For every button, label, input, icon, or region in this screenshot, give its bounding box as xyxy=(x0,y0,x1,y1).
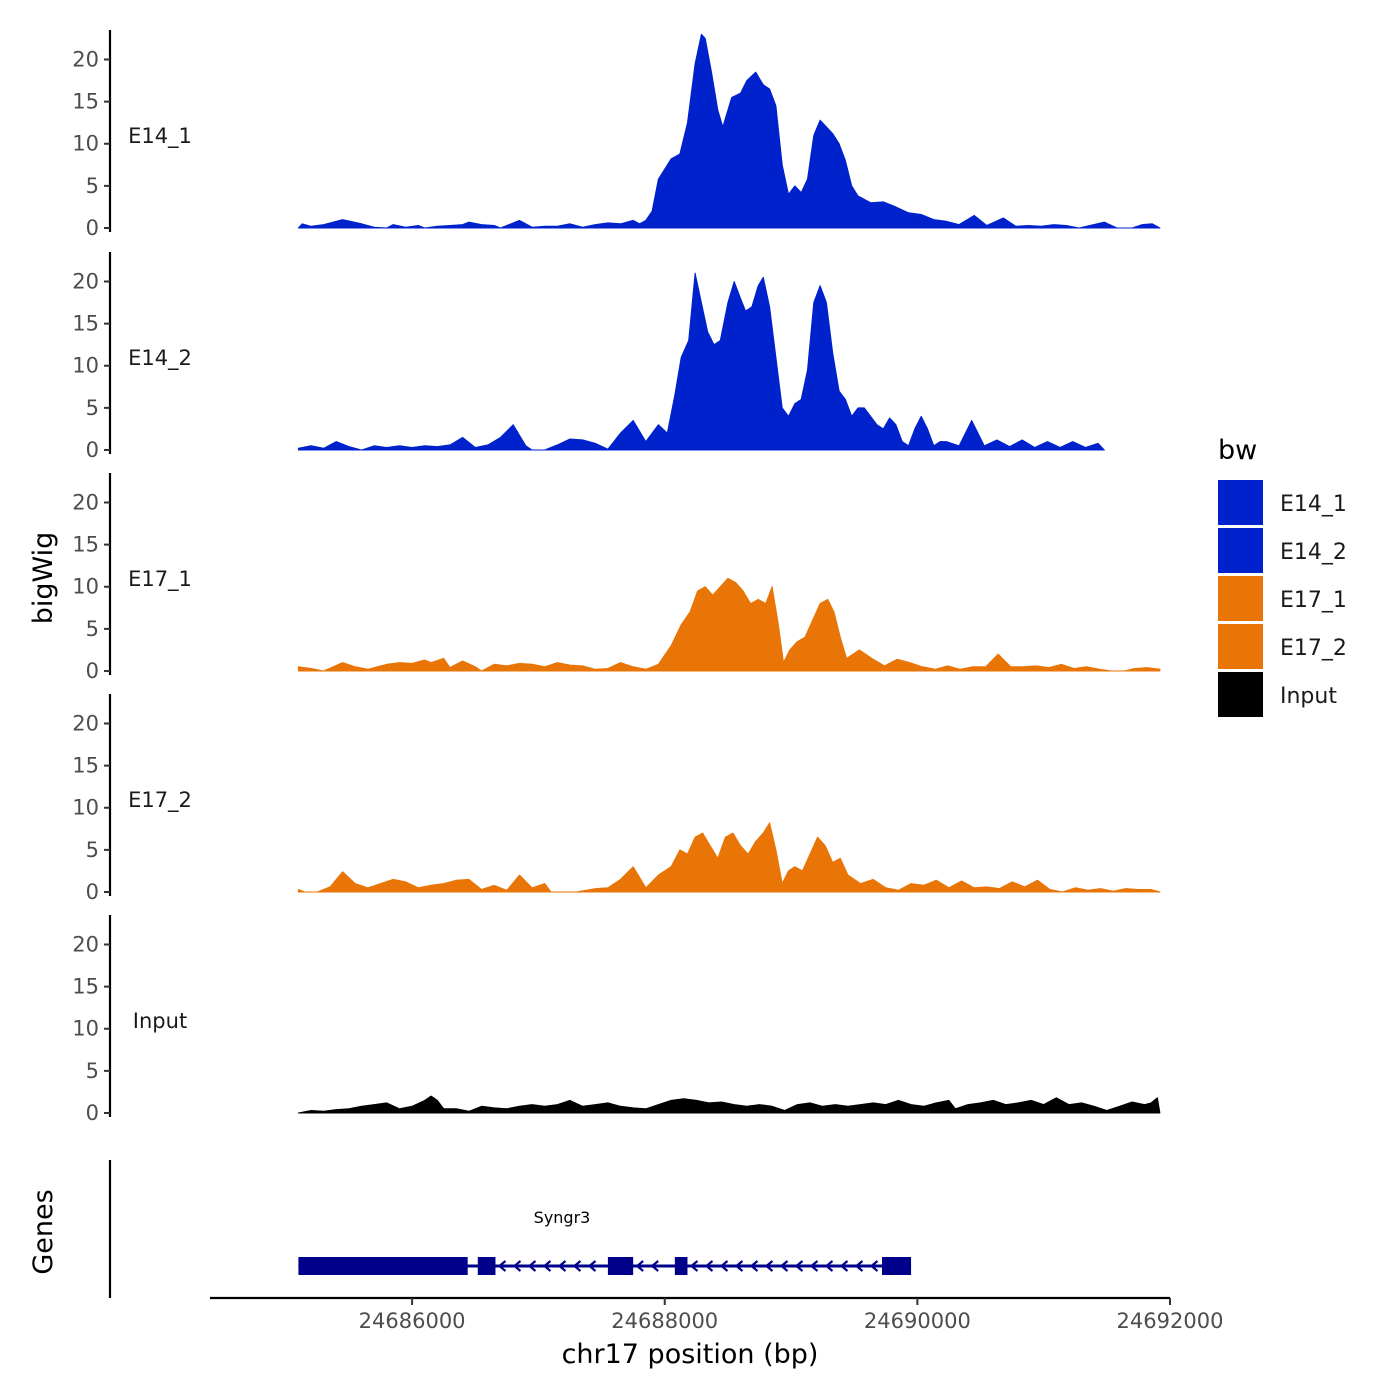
legend-label: E14_1 xyxy=(1280,492,1347,517)
strand-arrow xyxy=(779,1260,789,1272)
legend-key-Input xyxy=(1218,672,1263,717)
track-label: E14_1 xyxy=(128,124,192,149)
y-tick-label: 5 xyxy=(86,838,99,862)
strand-arrow xyxy=(557,1260,567,1272)
y-tick-label: 20 xyxy=(72,711,99,735)
strand-arrow xyxy=(572,1260,582,1272)
legend-key-E14_2 xyxy=(1218,528,1263,573)
strand-arrow xyxy=(587,1260,597,1272)
strand-arrow xyxy=(794,1260,804,1272)
strand-arrow xyxy=(734,1260,744,1272)
gene-exon xyxy=(607,1257,634,1275)
genes-axis-title: Genes xyxy=(28,1189,59,1274)
y-tick-label: 0 xyxy=(86,880,99,904)
track-panels: 05101520E14_105101520E14_205101520E17_10… xyxy=(72,30,1161,1125)
y-tick-label: 5 xyxy=(86,1059,99,1083)
legend-label: E17_2 xyxy=(1280,636,1347,661)
track-label: E17_1 xyxy=(128,567,192,592)
y-tick-label: 20 xyxy=(72,490,99,514)
y-tick-label: 0 xyxy=(86,659,99,683)
y-tick-label: 10 xyxy=(72,1017,99,1041)
strand-arrow xyxy=(869,1260,879,1272)
strand-arrow xyxy=(749,1260,759,1272)
gene-exon xyxy=(298,1257,468,1275)
y-axis-title: bigWig xyxy=(28,532,59,625)
legend-label: Input xyxy=(1280,684,1337,709)
y-tick-label: 20 xyxy=(72,269,99,293)
x-tick-label: 24686000 xyxy=(359,1309,466,1333)
strand-arrow xyxy=(719,1260,729,1272)
legend-title: bw xyxy=(1218,435,1257,466)
strand-arrow xyxy=(809,1260,819,1272)
y-tick-label: 15 xyxy=(72,754,99,778)
y-tick-label: 0 xyxy=(86,216,99,240)
strand-arrow xyxy=(854,1260,864,1272)
strand-arrow xyxy=(689,1260,699,1272)
track-label: Input xyxy=(133,1009,187,1033)
strand-arrow xyxy=(635,1260,644,1272)
y-tick-label: 10 xyxy=(72,575,99,599)
track-Input: 0 5 10 15 20 Input xyxy=(72,915,1161,1125)
track-label: E14_2 xyxy=(128,346,192,371)
y-tick-label: 10 xyxy=(72,354,99,378)
gene-exon xyxy=(882,1257,912,1275)
y-tick-label: 15 xyxy=(72,975,99,999)
gene-label: Syngr3 xyxy=(534,1208,591,1227)
strand-arrow xyxy=(650,1260,659,1272)
coverage-area-E17_1 xyxy=(297,577,1161,672)
track-E14_1: 0 5 10 15 20 E14_1 xyxy=(72,30,1161,240)
strand-arrow xyxy=(527,1260,537,1272)
y-tick-label: 0 xyxy=(86,438,99,462)
track-E17_2: 0 5 10 15 20 E17_2 xyxy=(72,694,1161,904)
strand-arrow xyxy=(512,1260,522,1272)
y-tick-label: 15 xyxy=(72,312,99,336)
strand-arrow xyxy=(764,1260,774,1272)
strand-arrow xyxy=(839,1260,849,1272)
gene-panel: Syngr3 xyxy=(108,1160,912,1298)
legend-key-E14_1 xyxy=(1218,480,1263,525)
legend-key-E17_2 xyxy=(1218,624,1263,669)
legend-label: E14_2 xyxy=(1280,540,1347,565)
y-tick-label: 10 xyxy=(72,796,99,820)
legend: bw E14_1 E14_2 E17_1 E17_2 Input xyxy=(1218,435,1347,717)
x-tick-label: 24692000 xyxy=(1117,1309,1224,1333)
y-tick-label: 15 xyxy=(72,90,99,114)
strand-arrow xyxy=(704,1260,714,1272)
gene-exon xyxy=(674,1257,688,1275)
y-tick-label: 0 xyxy=(86,1101,99,1125)
y-tick-label: 5 xyxy=(86,617,99,641)
coverage-area-E14_1 xyxy=(297,33,1161,229)
y-tick-label: 15 xyxy=(72,533,99,557)
gene-exon xyxy=(477,1257,496,1275)
strand-arrow xyxy=(497,1260,507,1272)
track-E14_2: 0 5 10 15 20 E14_2 xyxy=(72,252,1105,462)
legend-label: E17_1 xyxy=(1280,588,1347,613)
x-axis-title: chr17 position (bp) xyxy=(562,1339,819,1370)
coverage-area-Input xyxy=(297,1095,1161,1114)
coverage-area-E14_2 xyxy=(297,272,1105,451)
y-tick-label: 20 xyxy=(72,932,99,956)
x-tick-label: 24690000 xyxy=(864,1309,971,1333)
x-tick-label: 24688000 xyxy=(611,1309,718,1333)
coverage-area-E17_2 xyxy=(297,822,1161,893)
strand-arrow xyxy=(824,1260,834,1272)
y-tick-label: 10 xyxy=(72,132,99,156)
legend-key-E17_1 xyxy=(1218,576,1263,621)
y-tick-label: 5 xyxy=(86,396,99,420)
track-label: E17_2 xyxy=(128,788,192,813)
track-E17_1: 0 5 10 15 20 E17_1 xyxy=(72,473,1161,683)
strand-arrow xyxy=(542,1260,552,1272)
y-tick-label: 20 xyxy=(72,47,99,71)
y-tick-label: 5 xyxy=(86,174,99,198)
x-axis: 24686000 24688000 24690000 24692000 xyxy=(210,1296,1224,1333)
